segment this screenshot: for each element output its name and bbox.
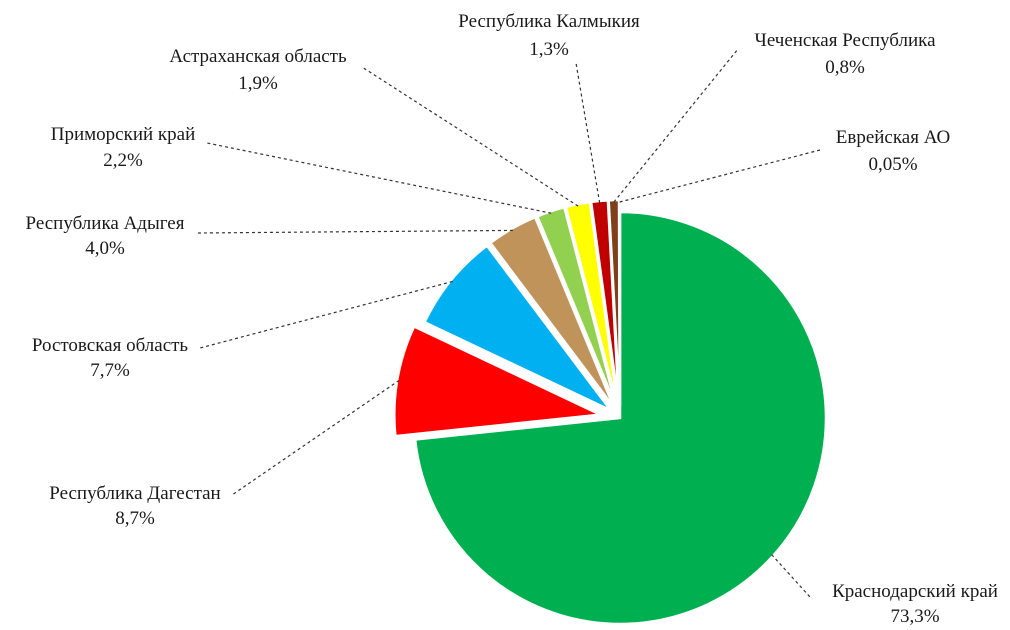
leader-line	[206, 142, 552, 214]
pie-slice	[618, 198, 622, 407]
slice-value-label: 0,05%	[868, 154, 917, 175]
pie-slice	[488, 215, 616, 409]
slice-value-label: 8,7%	[115, 508, 155, 529]
slice-value-label: 1,3%	[529, 39, 569, 60]
leader-line	[613, 48, 739, 203]
leader-line	[196, 229, 513, 234]
slice-value-label: 2,2%	[103, 150, 143, 171]
pie-slice	[393, 324, 605, 438]
leader-line	[361, 66, 579, 207]
slice-label: Республика Адыгея	[26, 213, 185, 234]
slice-label: Краснодарский край	[832, 581, 998, 602]
slice-value-label: 73,3%	[890, 606, 939, 627]
leader-line	[199, 280, 453, 349]
pie-slices	[393, 198, 828, 626]
pie-slice	[422, 243, 612, 412]
slice-value-label: 0,8%	[825, 57, 865, 78]
slice-label: Астраханская область	[169, 46, 347, 67]
slice-label: Приморский край	[51, 124, 196, 145]
pie-slice	[535, 205, 618, 408]
leader-line	[231, 379, 400, 496]
leader-line	[575, 62, 601, 204]
data-labels: Краснодарский край 73,3% Республика Дагест…	[26, 11, 998, 627]
leader-line	[619, 149, 821, 203]
slice-label: Чеченская Республика	[754, 30, 936, 51]
slice-value-label: 1,9%	[238, 73, 278, 94]
slice-label: Республика Дагестан	[49, 483, 220, 504]
slice-label: Ростовская область	[32, 335, 189, 356]
slice-label: Республика Калмыкия	[458, 11, 640, 32]
leader-lines	[196, 48, 821, 598]
slice-value-label: 4,0%	[85, 238, 125, 259]
slice-label: Еврейская АО	[836, 127, 950, 148]
slice-value-label: 7,7%	[90, 360, 130, 381]
leader-line	[771, 554, 811, 598]
